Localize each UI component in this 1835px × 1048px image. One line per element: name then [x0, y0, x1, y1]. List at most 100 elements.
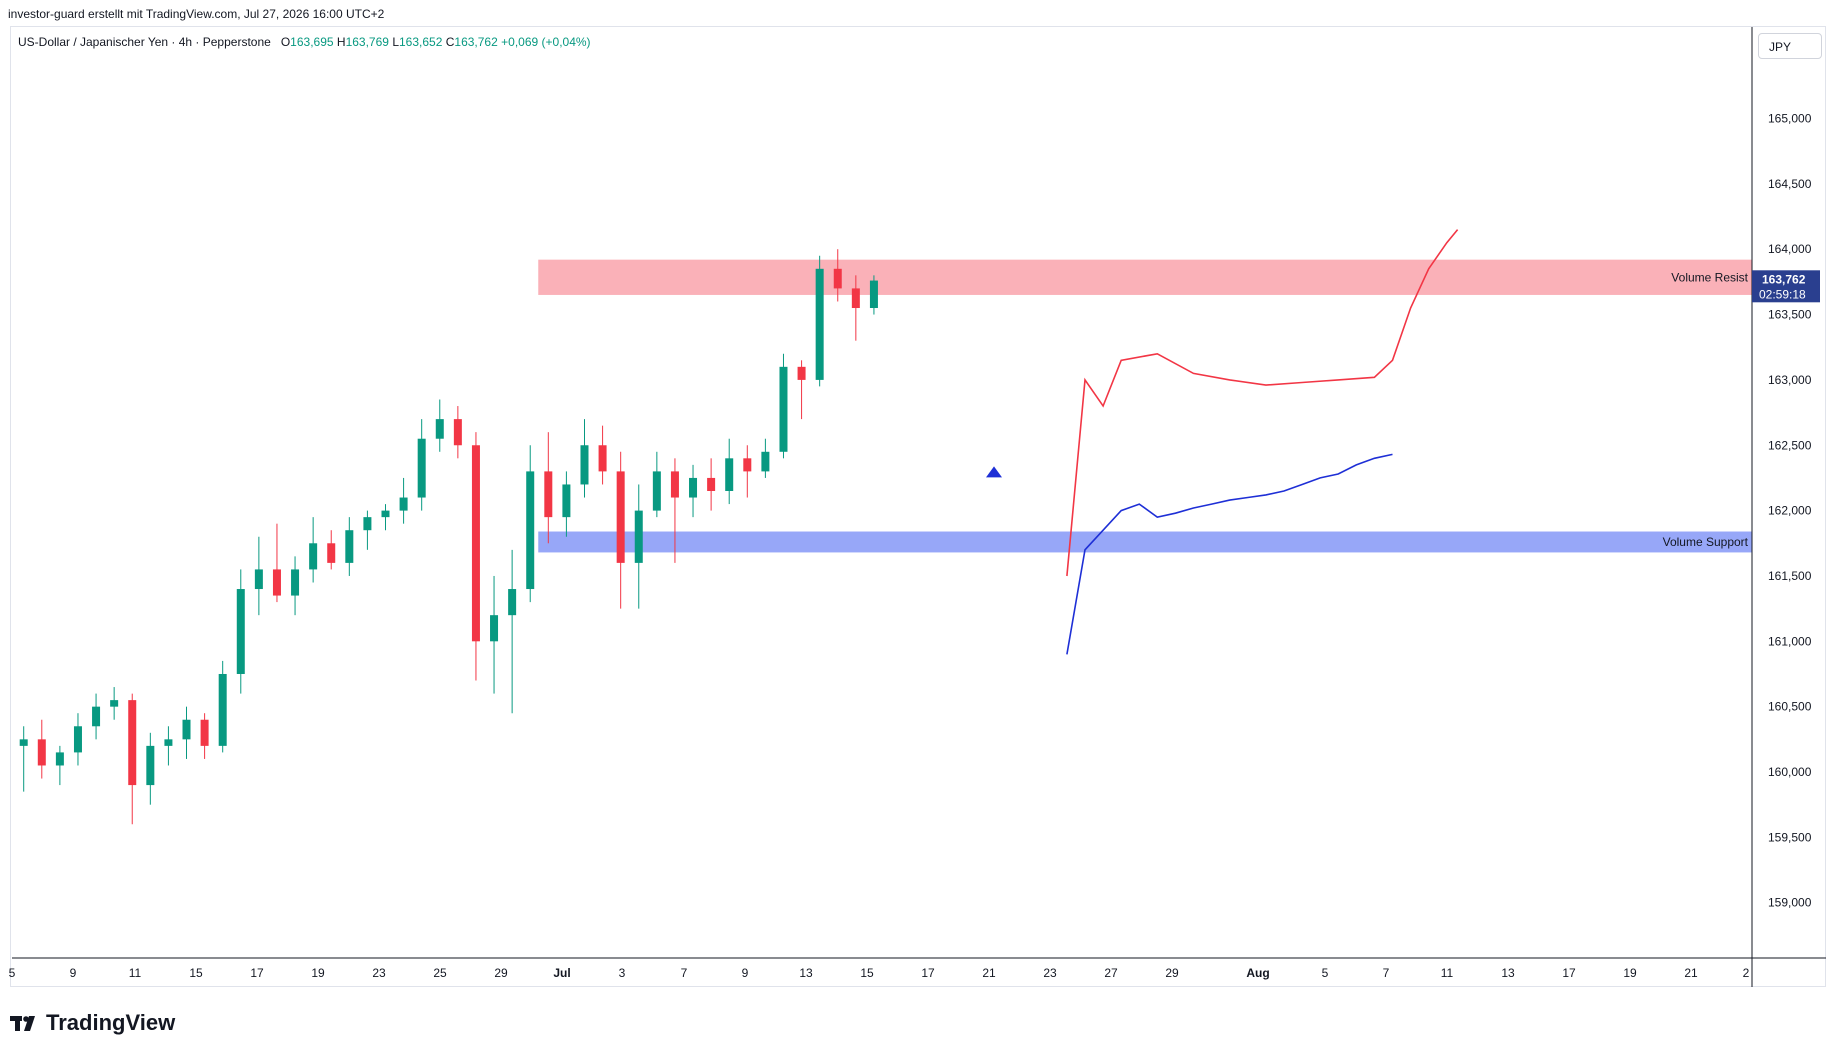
- candle: [73, 713, 82, 766]
- candle: [92, 693, 101, 740]
- x-tick-label: 5: [9, 966, 16, 980]
- candle: [417, 419, 426, 511]
- x-tick-label: 11: [129, 966, 142, 980]
- y-tick-label: 161,000: [1768, 634, 1812, 648]
- candle: [526, 445, 535, 603]
- candle: [309, 517, 318, 583]
- x-tick-label: 25: [433, 966, 447, 980]
- last-price-tag: [1752, 270, 1820, 303]
- tradingview-logo[interactable]: TradingView: [10, 1010, 175, 1036]
- currency-button[interactable]: JPY: [1758, 33, 1822, 59]
- x-tick-label: 29: [1165, 966, 1179, 980]
- zone-support[interactable]: [538, 531, 1752, 553]
- candle: [851, 275, 860, 341]
- candle-body: [200, 719, 209, 746]
- y-tick-label: 163,000: [1768, 373, 1812, 387]
- candles-layer: [19, 249, 878, 825]
- candle: [37, 719, 46, 779]
- candle: [19, 726, 28, 792]
- x-tick-label: 17: [250, 966, 264, 980]
- candle-body: [580, 445, 589, 485]
- candle-body: [833, 268, 842, 289]
- candle: [55, 745, 64, 786]
- close-label: C: [445, 35, 455, 49]
- y-tick-label: 165,000: [1768, 111, 1812, 125]
- x-tick-label: 29: [494, 966, 508, 980]
- y-tick-label: 164,000: [1768, 242, 1812, 256]
- x-tick-label: 17: [921, 966, 935, 980]
- candle: [345, 517, 354, 576]
- candle-body: [761, 451, 770, 472]
- zone-resistance[interactable]: [538, 259, 1752, 295]
- candle-body: [399, 497, 408, 511]
- x-tick-label: 9: [742, 966, 749, 980]
- candle-body: [182, 719, 191, 740]
- candle-body: [218, 673, 227, 746]
- y-tick-label: 163,500: [1768, 308, 1812, 322]
- candle: [544, 432, 553, 544]
- candle-body: [453, 419, 462, 446]
- candle-body: [815, 268, 824, 380]
- candle-body: [725, 458, 734, 491]
- candle: [779, 353, 788, 459]
- x-tick-label: 13: [799, 966, 813, 980]
- x-tick-label: 7: [681, 966, 688, 980]
- x-tick-label: 9: [70, 966, 77, 980]
- candle: [218, 660, 227, 753]
- y-tick-label: 159,500: [1768, 830, 1812, 844]
- chart-frame[interactable]: [10, 26, 1826, 987]
- x-tick-label: 23: [372, 966, 386, 980]
- tradingview-wordmark: TradingView: [46, 1010, 176, 1035]
- candle: [508, 549, 517, 714]
- x-tick-label: 3: [619, 966, 626, 980]
- candle-body: [92, 706, 101, 727]
- symbol-name[interactable]: US-Dollar / Japanischer Yen · 4h · Peppe…: [18, 35, 271, 49]
- y-tick-label: 162,500: [1768, 438, 1812, 452]
- candle-body: [490, 615, 499, 642]
- zone-label: Volume Support: [1663, 535, 1749, 549]
- candle-body: [851, 288, 860, 309]
- candle: [327, 530, 336, 570]
- signal-triangle-icon: [986, 466, 1002, 478]
- candle: [471, 432, 480, 681]
- x-tick-label: Jul: [553, 966, 570, 980]
- candle-body: [236, 589, 245, 674]
- zones-layer: Volume Resist Volume Support: [538, 259, 1752, 553]
- x-tick-label: 23: [1043, 966, 1057, 980]
- candle: [236, 569, 245, 694]
- low-value: 163,652: [399, 35, 443, 49]
- candle-body: [779, 366, 788, 452]
- candle-body: [146, 745, 155, 786]
- close-value: 163,762: [454, 35, 498, 49]
- candle-body: [417, 438, 426, 498]
- candle: [453, 406, 462, 459]
- candle: [707, 458, 716, 511]
- x-tick-label: Aug: [1246, 966, 1269, 980]
- candle-body: [869, 280, 878, 309]
- y-tick-label: 160,500: [1768, 700, 1812, 714]
- high-value: 163,769: [345, 35, 389, 49]
- candle: [743, 445, 752, 498]
- x-tick-label: 5: [1322, 966, 1329, 980]
- candle: [689, 464, 698, 518]
- last-price-value: 163,762: [1762, 272, 1806, 286]
- x-tick-label: 11: [1441, 966, 1454, 980]
- candle: [200, 713, 209, 759]
- candle-body: [19, 739, 28, 746]
- lower-band-line: [1066, 453, 1393, 655]
- x-tick-label: 2: [1743, 966, 1750, 980]
- candle: [580, 419, 589, 498]
- candle-body: [254, 569, 263, 590]
- candle-body: [345, 530, 354, 563]
- symbol-legend[interactable]: US-Dollar / Japanischer Yen · 4h · Peppe…: [18, 35, 591, 49]
- candle: [128, 693, 137, 825]
- candle-body: [164, 739, 173, 746]
- candle: [815, 255, 824, 387]
- x-tick-label: 19: [311, 966, 325, 980]
- candle-body: [508, 589, 517, 616]
- axes-layer: 159,000 159,500 160,000 160,500 161,000 161,5…: [9, 27, 1826, 987]
- signal-marker-layer: [986, 466, 1002, 478]
- candle: [833, 249, 842, 302]
- candle-body: [634, 510, 643, 563]
